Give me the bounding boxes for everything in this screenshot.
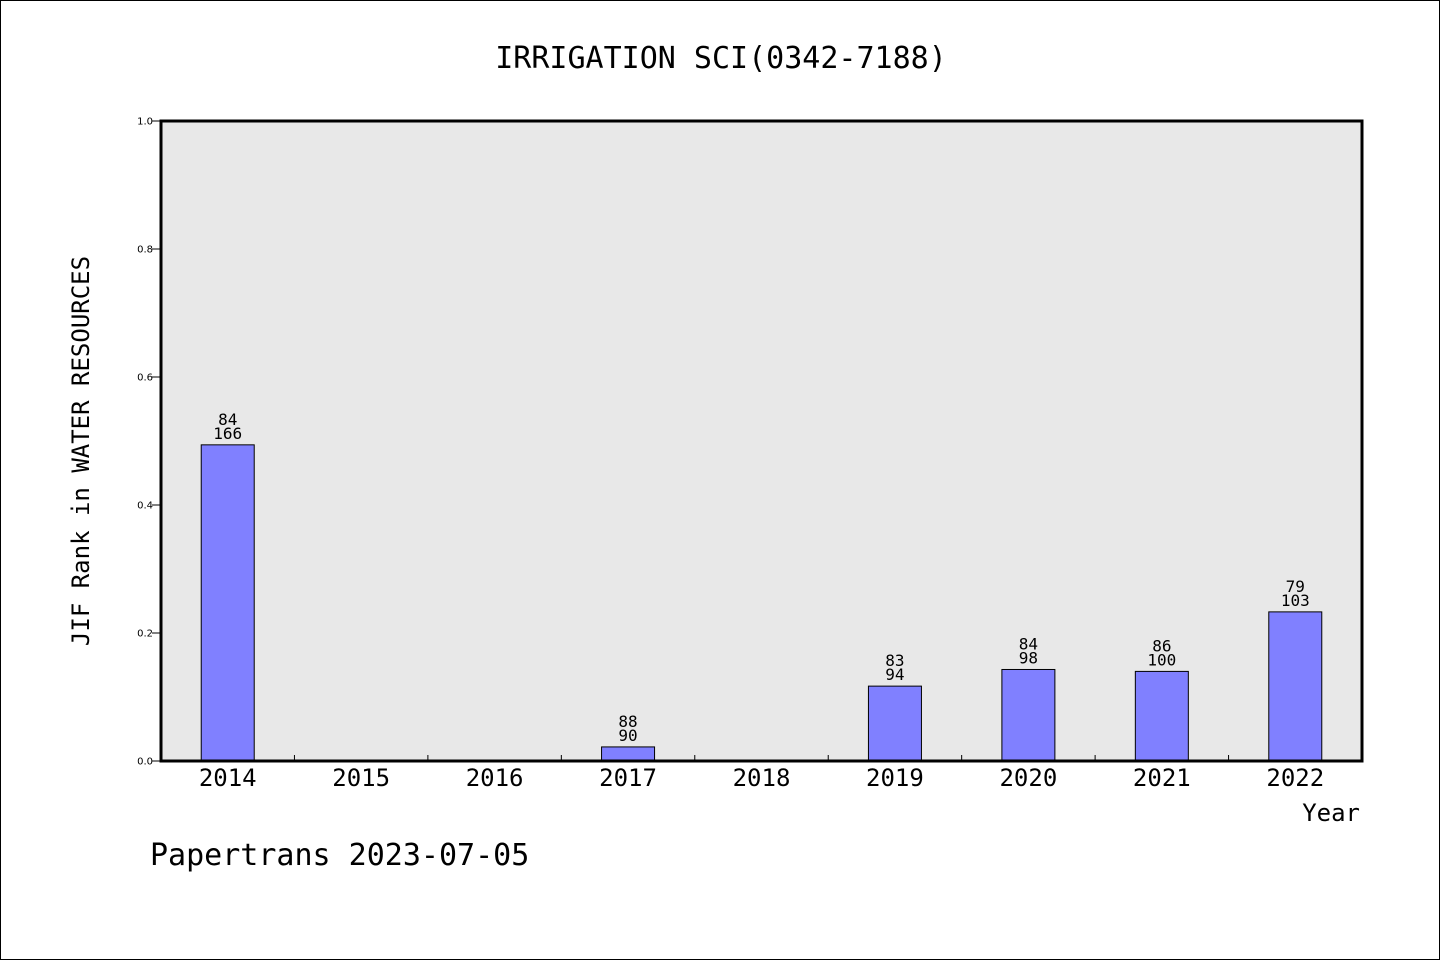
x-tick-label: 2018 (733, 764, 791, 792)
x-tick-label: 2017 (599, 764, 657, 792)
plot-area (161, 121, 1362, 761)
y-axis-ticks: 0.0 0.2 0.4 0.6 0.8 1.0 (137, 117, 161, 768)
data-label-top: 83 (885, 651, 904, 670)
data-label-bottom: 103 (1281, 591, 1310, 610)
y-tick-label: 0.0 (137, 757, 153, 768)
y-tick-label: 0.8 (137, 245, 153, 256)
x-tick-label: 2020 (999, 764, 1057, 792)
x-axis-label: Year (1302, 799, 1360, 827)
chart-title: IRRIGATION SCI(0342-7188) (495, 41, 947, 76)
y-tick-label: 0.4 (137, 501, 153, 512)
y-axis-label: JIF Rank in WATER RESOURCES (67, 256, 95, 646)
x-axis-ticks: 2014 2015 2016 2017 2018 2019 2020 2021 2022 (199, 755, 1324, 792)
data-label-top: 79 (1286, 577, 1305, 596)
bar-2014 (200, 444, 255, 762)
plot-border (159, 119, 1364, 763)
y-tick-label: 0.2 (137, 629, 153, 640)
x-tick-label: 2022 (1266, 764, 1324, 792)
bars (200, 444, 1323, 762)
x-tick-label: 2014 (199, 764, 257, 792)
bar-2022 (1268, 611, 1323, 762)
data-label-top: 86 (1152, 636, 1171, 655)
y-tick-label: 0.6 (137, 373, 153, 384)
data-label-top: 88 (618, 712, 637, 731)
data-label-bottom: 166 (213, 424, 242, 443)
bar-2017 (601, 746, 656, 762)
x-tick-label: 2021 (1133, 764, 1191, 792)
bar-2019 (867, 685, 922, 762)
x-tick-label: 2019 (866, 764, 924, 792)
bar-2020 (1001, 668, 1056, 762)
x-tick-label: 2016 (466, 764, 524, 792)
footer-text: Papertrans 2023-07-05 (150, 838, 529, 873)
data-label-bottom: 100 (1147, 650, 1176, 669)
data-label-top: 84 (218, 410, 237, 429)
data-label-bottom: 90 (618, 726, 637, 745)
x-tick-label: 2015 (332, 764, 390, 792)
data-label-bottom: 94 (885, 665, 904, 684)
bar-2021 (1134, 670, 1189, 762)
y-tick-label: 1.0 (137, 117, 153, 128)
data-label-top: 84 (1019, 634, 1038, 653)
data-label-bottom: 98 (1019, 648, 1038, 667)
